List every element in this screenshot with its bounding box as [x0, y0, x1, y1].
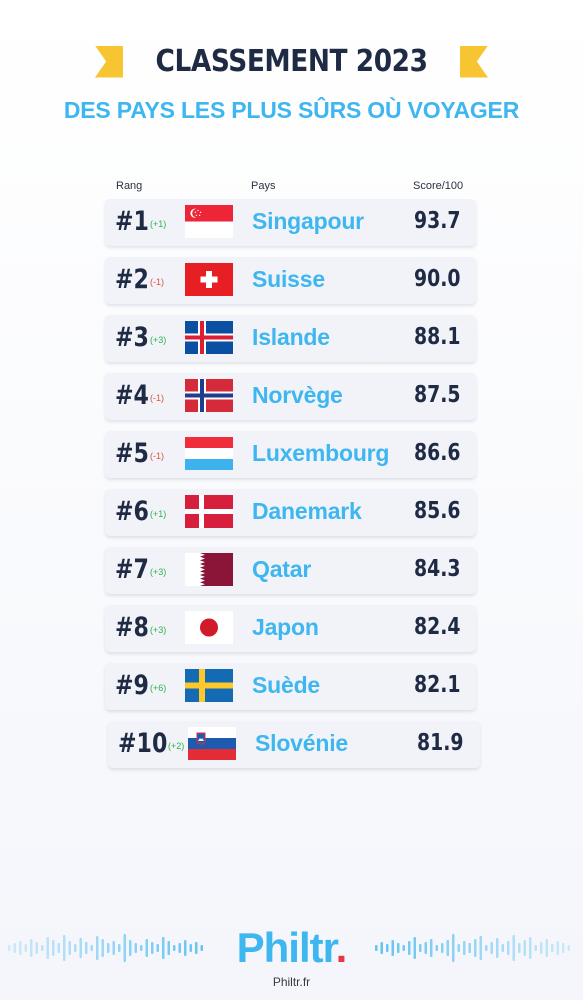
rank-label: #7 [115, 554, 149, 585]
ranking-row: #10 (+2) Slovénie 81.9 [108, 721, 480, 768]
ribbon-right-icon [460, 45, 489, 78]
column-headers: Rang Pays Score/100 [0, 180, 583, 194]
title-banner: CLASSEMENT 2023 [0, 44, 583, 79]
rank-label: #8 [115, 612, 149, 643]
country-name: Singapour [252, 208, 364, 234]
country-name: Islande [252, 324, 330, 350]
country-name: Qatar [252, 556, 312, 582]
site-link[interactable]: Philtr.fr [272, 975, 311, 989]
score-value: 88.1 [414, 324, 461, 350]
country-name: Luxembourg [252, 440, 390, 466]
column-header-rank: Rang [116, 180, 143, 192]
denmark-flag-icon [185, 495, 233, 528]
rank-label: #2 [115, 264, 149, 295]
page-subtitle: DES PAYS LES PLUS SÛRS OÙ VOYAGER [63, 97, 520, 123]
sweden-flag-icon [185, 669, 233, 702]
score-value: 93.7 [414, 208, 461, 234]
column-header-score: Score/100 [413, 180, 464, 192]
logo-text: Philtr [236, 924, 337, 971]
country-name: Japon [252, 614, 319, 640]
column-header-country: Pays [251, 180, 276, 192]
rank-change: (-1) [150, 393, 164, 403]
rank-change: (+2) [168, 741, 185, 751]
logo-dot: . [335, 924, 348, 971]
rank-label: #6 [115, 496, 149, 527]
rank-change: (+3) [150, 335, 167, 345]
ranking-row: #2 (-1) Suisse 90.0 [105, 257, 476, 304]
country-name: Norvège [252, 382, 343, 408]
country-name: Danemark [252, 498, 362, 524]
rank-label: #3 [115, 322, 149, 353]
slovenia-flag-icon [188, 727, 236, 760]
norway-flag-icon [185, 379, 233, 412]
country-name: Suisse [252, 266, 325, 292]
rank-change: (+3) [150, 625, 167, 635]
rank-change: (+1) [150, 509, 167, 519]
rank-label: #9 [115, 670, 149, 701]
rank-label: #5 [115, 438, 149, 469]
score-value: 85.6 [414, 498, 461, 524]
ranking-row: #4 (-1) Norvège 87.5 [105, 373, 476, 420]
ribbon-left-icon [94, 45, 123, 78]
rank-label: #1 [115, 206, 149, 237]
score-value: 82.1 [414, 672, 461, 698]
ranking-row: #6 (+1) Danemark 85.6 [105, 489, 476, 536]
score-value: 87.5 [414, 382, 461, 408]
sound-wave-right-icon [375, 934, 570, 962]
philtr-logo[interactable]: Philtr. [0, 924, 583, 972]
page-title: CLASSEMENT 2023 [155, 44, 428, 79]
rank-label: #10 [118, 728, 168, 759]
score-value: 84.3 [414, 556, 461, 582]
header: CLASSEMENT 2023 DES PAYS LES PLUS SÛRS O… [0, 44, 583, 124]
iceland-flag-icon [185, 321, 233, 354]
rank-change: (+1) [150, 219, 167, 229]
rank-change: (+6) [150, 683, 167, 693]
ranking-row: #9 (+6) Suède 82.1 [105, 663, 476, 710]
switzerland-flag-icon [185, 263, 233, 296]
japan-flag-icon [185, 611, 233, 644]
ranking-row: #5 (-1) Luxembourg 86.6 [105, 431, 476, 478]
score-value: 82.4 [414, 614, 461, 640]
rank-label: #4 [115, 380, 149, 411]
ranking-row: #1 (+1) Singapour 93.7 [105, 199, 476, 246]
footer: Philtr. Philtr.fr [0, 922, 583, 992]
score-value: 90.0 [414, 266, 461, 292]
ranking-row: #3 (+3) Islande 88.1 [105, 315, 476, 362]
luxembourg-flag-icon [185, 437, 233, 470]
rank-change: (-1) [150, 451, 164, 461]
singapore-flag-icon [185, 205, 233, 238]
score-value: 81.9 [417, 730, 464, 756]
country-name: Slovénie [255, 730, 348, 756]
sound-wave-left-icon [8, 934, 203, 962]
score-value: 86.6 [414, 440, 461, 466]
rank-change: (-1) [150, 277, 164, 287]
rank-change: (+3) [150, 567, 167, 577]
ranking-row: #7 (+3) Qatar 84.3 [105, 547, 476, 594]
qatar-flag-icon [185, 553, 233, 586]
country-name: Suède [252, 672, 321, 698]
ranking-row: #8 (+3) Japon 82.4 [105, 605, 476, 652]
